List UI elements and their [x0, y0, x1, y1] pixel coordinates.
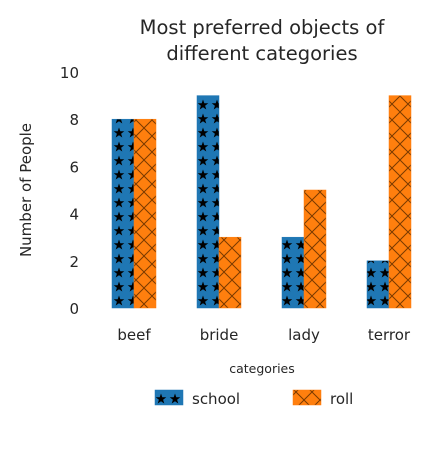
bar-roll-beef — [133, 118, 157, 309]
y-tick-label: 10 — [60, 64, 79, 82]
y-tick-label: 0 — [69, 300, 79, 318]
bar-roll-terror — [388, 95, 412, 309]
y-axis-ticks: 0 2 4 6 8 10 — [60, 64, 79, 318]
y-axis-label: Number of People — [17, 123, 35, 257]
bar-roll-bride — [218, 236, 242, 309]
legend-label-school: school — [192, 390, 240, 408]
x-tick-label-terror: terror — [368, 326, 411, 344]
bar-school-beef — [111, 118, 135, 309]
y-tick-label: 2 — [69, 253, 79, 271]
y-tick-label: 6 — [69, 158, 79, 176]
chart-title-line-1: Most preferred objects of — [140, 16, 386, 39]
legend-swatch-school — [154, 389, 184, 406]
bar-school-terror — [366, 260, 390, 309]
chart-title: Most preferred objects of different cate… — [140, 16, 386, 65]
y-tick-label: 8 — [69, 111, 79, 129]
x-tick-label-lady: lady — [288, 326, 320, 344]
chart-title-line-2: different categories — [166, 42, 357, 65]
bar-school-bride — [196, 95, 220, 309]
x-axis-ticks: beef bride lady terror — [117, 326, 411, 344]
x-tick-label-bride: bride — [200, 326, 239, 344]
bar-school-lady — [281, 236, 305, 309]
bars — [111, 95, 412, 309]
x-tick-label-beef: beef — [117, 326, 151, 344]
legend-swatch-roll — [292, 389, 322, 406]
legend: categories school roll — [154, 361, 353, 408]
legend-label-roll: roll — [330, 390, 353, 408]
legend-items: school roll — [154, 389, 353, 408]
y-tick-label: 4 — [69, 206, 79, 224]
legend-title: categories — [229, 361, 295, 376]
bar-roll-lady — [303, 189, 327, 309]
